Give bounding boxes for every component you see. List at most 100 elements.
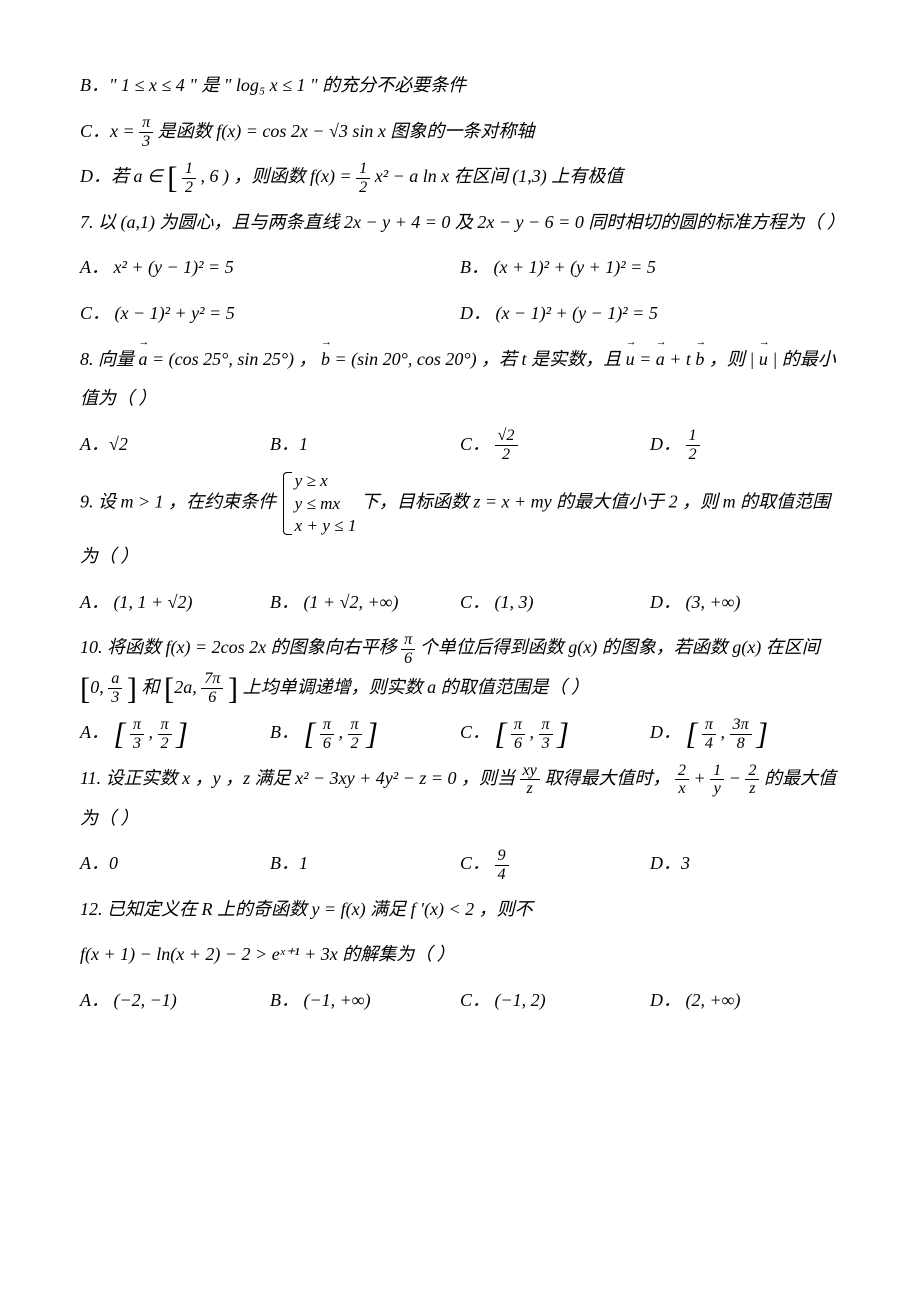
q8-a: 8. 向量 bbox=[80, 349, 139, 369]
q7-options-row1: A． x² + (y − 1)² = 5 B． (x + 1)² + (y + … bbox=[80, 248, 840, 288]
q9-sys2: y ≤ mx bbox=[295, 493, 357, 515]
option-d: D．若 a ∈ [ 12 , 6 ) ，则函数 f(x) = 12 x² − a… bbox=[80, 157, 840, 197]
q10-a-opt: A． [ π3 , π2 ] bbox=[80, 713, 270, 753]
opt-c-b: 是函数 f(x) = cos 2x − √3 sin x 图象的一条对称轴 bbox=[158, 121, 535, 141]
option-b: B．" 1 ≤ x ≤ 4 " 是 " log₅ x ≤ 1 " 的充分不必要条… bbox=[80, 66, 840, 106]
q11-b: 取得最大值时， bbox=[544, 768, 670, 788]
q8-d-opt: D． 12 bbox=[650, 425, 840, 465]
q10-a-lbl: A． bbox=[80, 722, 109, 742]
opt-d-r: , 6 ) bbox=[200, 166, 229, 186]
opt-d-b: ，则函数 f(x) = bbox=[233, 166, 356, 186]
q8-c-opt: C． √22 bbox=[460, 425, 650, 465]
q9-d-opt: D． (3, +∞) bbox=[650, 583, 840, 623]
q10-b: 个单位后得到函数 g(x) 的图象，若函数 g(x) 在区间 bbox=[420, 637, 820, 657]
q9-sys1: y ≥ x bbox=[295, 470, 357, 492]
lbracket3-icon: [ bbox=[164, 672, 174, 706]
q11-a: 11. 设正实数 x ，y ，z 满足 x² − 3xy + 4y² − z =… bbox=[80, 768, 520, 788]
q10-a: 10. 将函数 f(x) = 2cos 2x 的图象向右平移 bbox=[80, 637, 401, 657]
q8-c: = (sin 20°, cos 20°) ，若 t 是实数，且 bbox=[335, 349, 626, 369]
opt-c-a: C．x = bbox=[80, 121, 139, 141]
q8-f: ，则 | bbox=[709, 349, 759, 369]
q10-options: A． [ π3 , π2 ] B． [ π6 , π2 ] C． [ π6 , … bbox=[80, 713, 840, 753]
q11-c-lbl: C． bbox=[460, 853, 490, 873]
q12-a: 12. 已知定义在 R 上的奇函数 y = f(x) 满足 f ′(x) < 2… bbox=[80, 899, 533, 919]
q10-c-opt: C． [ π6 , π3 ] bbox=[460, 713, 650, 753]
vector-b-icon: b bbox=[321, 340, 330, 380]
q8-c-frac: √22 bbox=[495, 427, 518, 464]
q7-d: D． (x − 1)² + (y − 1)² = 5 bbox=[460, 294, 840, 334]
q11-options: A．0 B．1 C． 94 D．3 bbox=[80, 844, 840, 884]
q9-options: A． (1, 1 + √2) B． (1 + √2, +∞) C． (1, 3)… bbox=[80, 583, 840, 623]
q8-a-opt: A．√2 bbox=[80, 425, 270, 465]
q10-b-opt: B． [ π6 , π2 ] bbox=[270, 713, 460, 753]
q8-options: A．√2 B．1 C． √22 D． 12 bbox=[80, 425, 840, 465]
q7-a: A． x² + (y − 1)² = 5 bbox=[80, 248, 460, 288]
q10-b-lbl: B． bbox=[270, 722, 299, 742]
q8-b: = (cos 25°, sin 25°) ， bbox=[152, 349, 321, 369]
q11-f3: 1y bbox=[710, 762, 724, 799]
opt-d-frac2: 12 bbox=[356, 160, 370, 197]
q10-f2: a3 bbox=[108, 670, 122, 707]
option-c: C．x = π3 是函数 f(x) = cos 2x − √3 sin x 图象… bbox=[80, 112, 840, 152]
q8-b-opt: B．1 bbox=[270, 425, 460, 465]
q12-d-opt: D． (2, +∞) bbox=[650, 981, 840, 1021]
q7-options-row2: C． (x − 1)² + y² = 5 D． (x − 1)² + (y − … bbox=[80, 294, 840, 334]
q11-f2: 2x bbox=[675, 762, 689, 799]
q9-c-opt: C． (1, 3) bbox=[460, 583, 650, 623]
vector-a-icon: a bbox=[139, 340, 148, 380]
q8-d-frac: 12 bbox=[686, 427, 700, 464]
q9-a-opt: A． (1, 1 + √2) bbox=[80, 583, 270, 623]
rbracket3-icon: ] bbox=[228, 672, 238, 706]
brace-icon: y ≥ x y ≤ mx x + y ≤ 1 bbox=[281, 470, 357, 537]
vector-u-icon: u bbox=[626, 340, 635, 380]
q12-options: A． (−2, −1) B． (−1, +∞) C． (−1, 2) D． (2… bbox=[80, 981, 840, 1021]
q12-b-opt: B． (−1, +∞) bbox=[270, 981, 460, 1021]
option-b-text: B．" 1 ≤ x ≤ 4 " 是 " log₅ x ≤ 1 " 的充分不必要条… bbox=[80, 75, 466, 95]
lbracket2-icon: [ bbox=[80, 672, 90, 706]
vector-a2-icon: a bbox=[656, 340, 665, 380]
q12-a-opt: A． (−2, −1) bbox=[80, 981, 270, 1021]
q8-stem: 8. 向量 a = (cos 25°, sin 25°) ， b = (sin … bbox=[80, 340, 840, 419]
q9-stem: 9. 设 m > 1 ，在约束条件 y ≥ x y ≤ mx x + y ≤ 1… bbox=[80, 470, 840, 576]
q11-b-opt: B．1 bbox=[270, 844, 460, 884]
q9-sys3: x + y ≤ 1 bbox=[295, 515, 357, 537]
vector-b2-icon: b bbox=[695, 340, 704, 380]
lbracket-icon: [ bbox=[167, 161, 177, 195]
opt-d-a: D．若 a ∈ bbox=[80, 166, 167, 186]
vector-u2-icon: u bbox=[759, 340, 768, 380]
q10-d-opt: D． [ π4 , 3π8 ] bbox=[650, 713, 840, 753]
q10-c: 上均单调递增，则实数 a 的取值范围是（ ） bbox=[243, 677, 590, 697]
q8-c-lbl: C． bbox=[460, 434, 490, 454]
q8-e: + t bbox=[669, 349, 691, 369]
q7-stem: 7. 以 (a,1) 为圆心，且与两条直线 2x − y + 4 = 0 及 2… bbox=[80, 203, 840, 243]
opt-d-c: x² − a ln x 在区间 (1,3) 上有极值 bbox=[375, 166, 624, 186]
q9-a: 9. 设 m > 1 ，在约束条件 bbox=[80, 492, 281, 512]
q12-stem-2: f(x + 1) − ln(x + 2) − 2 > eˣ⁺¹ + 3x 的解集… bbox=[80, 935, 840, 975]
q10-stem: 10. 将函数 f(x) = 2cos 2x 的图象向右平移 π6 个单位后得到… bbox=[80, 628, 840, 707]
q10-f3: 7π6 bbox=[201, 670, 223, 707]
q10-d-lbl: D． bbox=[650, 722, 681, 742]
q11-f1: xyz bbox=[520, 762, 540, 799]
q11-p1: + bbox=[693, 768, 710, 788]
opt-d-frac1: 12 bbox=[182, 160, 196, 197]
q11-a-opt: A．0 bbox=[80, 844, 270, 884]
q9-b-opt: B． (1 + √2, +∞) bbox=[270, 583, 460, 623]
q12-c-opt: C． (−1, 2) bbox=[460, 981, 650, 1021]
q7-c: C． (x − 1)² + y² = 5 bbox=[80, 294, 460, 334]
q12-stem-1: 12. 已知定义在 R 上的奇函数 y = f(x) 满足 f ′(x) < 2… bbox=[80, 890, 840, 930]
rbracket2-icon: ] bbox=[127, 672, 137, 706]
q10-and: 和 bbox=[142, 677, 165, 697]
q8-d: = bbox=[639, 349, 656, 369]
q7-b: B． (x + 1)² + (y + 1)² = 5 bbox=[460, 248, 840, 288]
q11-d-opt: D．3 bbox=[650, 844, 840, 884]
q11-stem: 11. 设正实数 x ，y ，z 满足 x² − 3xy + 4y² − z =… bbox=[80, 759, 840, 838]
q11-c-opt: C． 94 bbox=[460, 844, 650, 884]
q8-d-lbl: D． bbox=[650, 434, 681, 454]
q11-m: − bbox=[729, 768, 746, 788]
q10-c-lbl: C． bbox=[460, 722, 490, 742]
opt-c-frac: π3 bbox=[139, 114, 153, 151]
q10-f1: π6 bbox=[401, 631, 415, 668]
q12-b: f(x + 1) − ln(x + 2) − 2 > eˣ⁺¹ + 3x 的解集… bbox=[80, 944, 455, 964]
q7-stem-text: 7. 以 (a,1) 为圆心，且与两条直线 2x − y + 4 = 0 及 2… bbox=[80, 212, 845, 232]
q11-f4: 2z bbox=[745, 762, 759, 799]
